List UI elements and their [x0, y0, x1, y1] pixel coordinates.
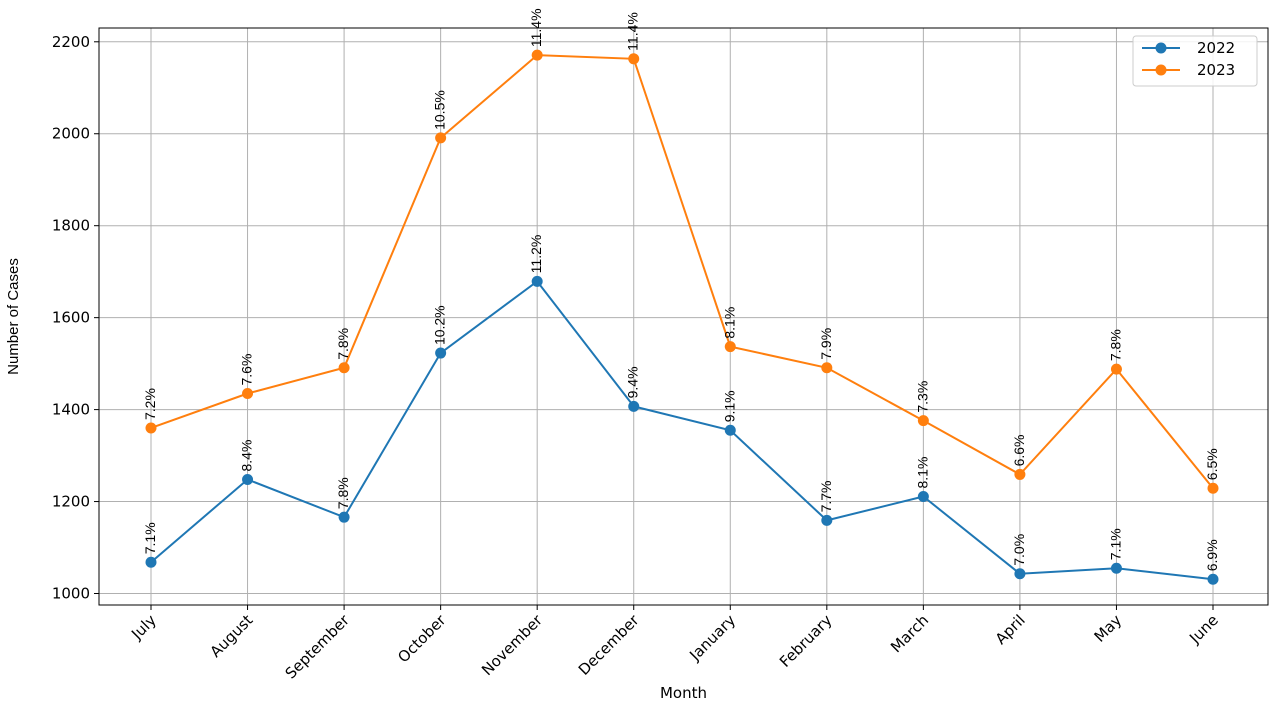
- data-point-2023: [821, 362, 833, 374]
- x-tick-label: July: [127, 611, 160, 644]
- x-tick-label: May: [1091, 611, 1126, 646]
- legend: 2022 2023: [1132, 35, 1258, 87]
- y-tick-label: 2000: [52, 125, 90, 143]
- data-label-2023: 8.1%: [721, 307, 737, 339]
- data-point-2022: [242, 473, 254, 485]
- data-label-2023: 7.9%: [818, 328, 834, 360]
- data-point-2023: [242, 388, 254, 400]
- x-tick-label: October: [394, 611, 450, 667]
- series-line-2022: [150, 279, 1214, 581]
- data-label-2022: 10.2%: [432, 305, 448, 345]
- x-tick-label: September: [282, 611, 354, 683]
- data-label-2023: 11.4%: [625, 12, 641, 51]
- series-lines: [145, 49, 1219, 585]
- data-label-2022: 8.4%: [239, 440, 255, 472]
- data-point-2023: [1014, 468, 1026, 480]
- data-label-2023: 6.6%: [1011, 435, 1027, 467]
- legend-marker-2023: [1155, 64, 1167, 76]
- x-tick-label: November: [478, 611, 546, 679]
- data-label-2022: 8.1%: [914, 457, 930, 489]
- data-point-2022: [1014, 568, 1026, 580]
- data-point-2022: [628, 400, 640, 412]
- data-point-2023: [145, 422, 157, 434]
- data-label-2022: 7.7%: [818, 480, 834, 512]
- data-label-2022: 6.9%: [1204, 539, 1220, 571]
- data-point-2023: [435, 132, 447, 144]
- legend-box: [1132, 35, 1258, 87]
- legend-marker-2022: [1155, 42, 1167, 54]
- x-tick-label: February: [776, 611, 836, 671]
- y-tick-label: 1400: [52, 401, 90, 419]
- data-label-2022: 7.8%: [335, 477, 351, 509]
- data-label-2023: 11.4%: [528, 8, 544, 47]
- gridlines: [99, 28, 1268, 605]
- y-axis-label: Number of Cases: [5, 258, 22, 375]
- x-tick-label: January: [685, 611, 739, 665]
- data-point-2023: [531, 49, 543, 61]
- axes: 1000 1200 1400 1600 1800 2000 2200 July August Se…: [52, 27, 1269, 683]
- data-point-2023: [724, 341, 736, 353]
- data-label-2023: 6.5%: [1204, 448, 1220, 480]
- y-tick-label: 1000: [52, 585, 90, 603]
- data-label-2023: 7.3%: [914, 381, 930, 413]
- x-axis-label: Month: [660, 684, 707, 702]
- y-tick-label: 1600: [52, 309, 90, 327]
- x-tick-label: March: [887, 611, 932, 656]
- x-tick-label: August: [207, 611, 257, 661]
- data-label-2022: 11.2%: [528, 235, 544, 274]
- data-label-2022: 9.4%: [625, 366, 641, 398]
- data-label-2023: 10.5%: [432, 90, 448, 130]
- x-tick-label: April: [992, 611, 1029, 648]
- data-label-2022: 7.1%: [1107, 528, 1123, 560]
- data-point-2023: [1110, 363, 1122, 375]
- data-label-2023: 7.8%: [1107, 329, 1123, 361]
- data-label-2023: 7.8%: [335, 328, 351, 360]
- series-line-2023: [150, 54, 1214, 489]
- data-point-2022: [917, 490, 929, 502]
- data-labels: 7.1% 8.4% 7.8% 10.2% 11.2% 9.4% 9.1% 7.7% 8.1% 7.…: [142, 8, 1220, 571]
- data-point-2023: [338, 362, 350, 374]
- data-point-2023: [628, 53, 640, 65]
- data-label-2022: 7.0%: [1011, 534, 1027, 566]
- data-point-2023: [1207, 482, 1219, 494]
- data-point-2022: [1110, 562, 1122, 574]
- data-label-2023: 7.6%: [239, 354, 255, 386]
- legend-label-2023: 2023: [1197, 61, 1235, 79]
- data-point-2022: [338, 511, 350, 523]
- data-point-2022: [531, 275, 543, 287]
- x-tick-label: December: [575, 611, 643, 679]
- data-point-2022: [435, 347, 447, 359]
- data-point-2022: [145, 556, 157, 568]
- plot-frame: [98, 27, 1269, 606]
- data-label-2023: 7.2%: [142, 388, 158, 420]
- data-label-2022: 9.1%: [721, 390, 737, 422]
- legend-label-2022: 2022: [1197, 39, 1235, 57]
- y-tick-label: 1800: [52, 217, 90, 235]
- data-label-2022: 7.1%: [142, 522, 158, 554]
- data-point-2022: [724, 424, 736, 436]
- x-tick-label: June: [1185, 611, 1222, 648]
- data-point-2022: [1207, 573, 1219, 585]
- y-tick-label: 1200: [52, 493, 90, 511]
- data-point-2022: [821, 514, 833, 526]
- y-tick-label: 2200: [52, 33, 90, 51]
- data-point-2023: [917, 415, 929, 427]
